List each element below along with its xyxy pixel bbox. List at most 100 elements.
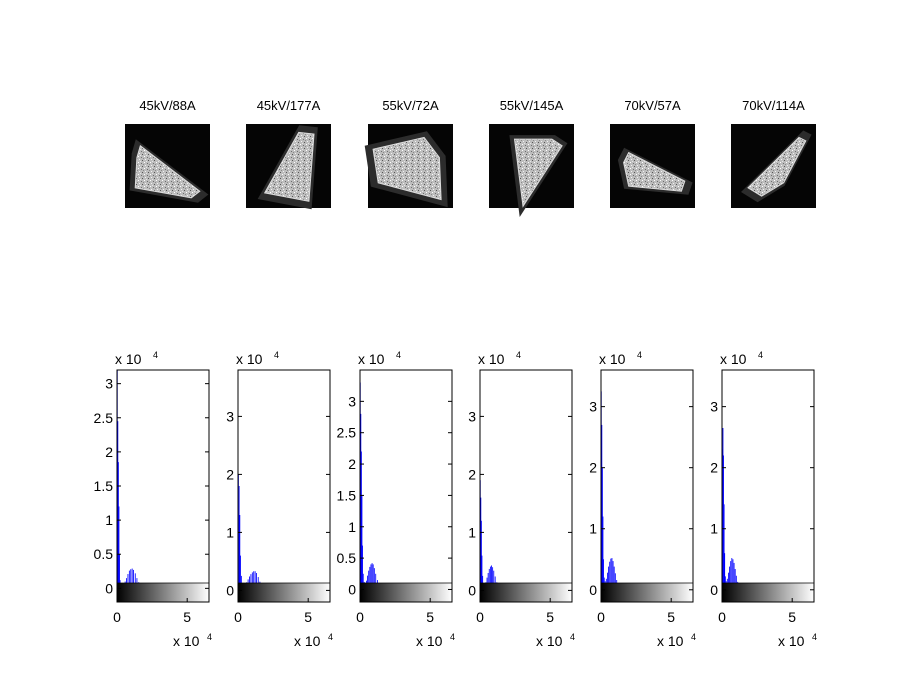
x-tick-label: 5 [788, 609, 796, 625]
grayscale-colorbar [722, 583, 814, 602]
histogram-bar [240, 555, 241, 591]
y-tick-label: 1 [589, 521, 597, 537]
image-panel-3: 55kV/72A [364, 98, 453, 208]
plot-area [722, 370, 814, 602]
image-sample [134, 144, 201, 199]
histogram-bar [614, 573, 616, 590]
histogram-bar [367, 575, 368, 590]
image-sample [747, 136, 807, 197]
y-tick-label: 0 [468, 582, 476, 598]
plot-area [117, 370, 209, 602]
histogram-bar [729, 566, 730, 590]
x-multiplier: x 10 [294, 633, 321, 649]
histogram-bar [368, 570, 370, 590]
histogram-bar [127, 574, 129, 589]
axes-frame [600, 369, 694, 603]
y-multiplier: x 10 [236, 351, 263, 367]
histogram-bar [612, 561, 614, 590]
x-tick-label: 5 [426, 609, 434, 625]
image-title: 45kV/177A [257, 98, 321, 113]
y-exponent: 4 [637, 350, 642, 360]
y-multiplier: x 10 [478, 351, 505, 367]
x-exponent: 4 [207, 632, 212, 642]
plot-area [601, 370, 693, 602]
histogram-bar [362, 545, 363, 590]
axes-frame [237, 369, 331, 603]
histogram-bar [361, 495, 363, 590]
histogram-bar [730, 561, 732, 590]
histogram-bar [724, 553, 726, 590]
x-tick-label: 0 [718, 609, 726, 625]
x-exponent: 4 [812, 632, 817, 642]
histogram-bar [371, 563, 373, 590]
image-sample [372, 136, 442, 201]
y-tick-label: 0 [226, 582, 234, 598]
histogram-bar [611, 558, 613, 590]
x-tick-label: 5 [546, 609, 554, 625]
y-exponent: 4 [758, 350, 763, 360]
x-multiplier: x 10 [778, 633, 805, 649]
histogram-bar [133, 569, 134, 589]
y-tick-label: 0.5 [337, 550, 357, 566]
histogram-bar [131, 568, 133, 589]
histogram-panel-2: 0 1 2 3 0 5 x 10 4 x 10 4 [226, 350, 333, 649]
y-multiplier: x 10 [115, 351, 142, 367]
histogram-bar [369, 566, 371, 590]
histogram-bar [608, 566, 609, 590]
x-exponent: 4 [450, 632, 455, 642]
grayscale-colorbar [601, 583, 693, 602]
x-tick-label: 5 [183, 609, 191, 625]
histogram-panel-4: 0 1 2 3 0 5 x 10 4 x 10 4 [468, 350, 575, 649]
image-panel-4: 55kV/145A [489, 98, 574, 217]
y-tick-label: 1 [226, 524, 234, 540]
histogram-bar [723, 504, 725, 590]
image-panel-6: 70kV/114A [731, 98, 816, 208]
x-tick-label: 0 [476, 609, 484, 625]
histogram-bar [251, 572, 253, 591]
histogram-bar [610, 558, 612, 590]
histogram-bar [481, 555, 483, 591]
histogram-bar [253, 571, 255, 591]
grayscale-colorbar [238, 583, 330, 602]
y-tick-label: 2 [105, 444, 113, 460]
y-tick-label: 3 [226, 408, 234, 424]
y-tick-label: 1 [105, 512, 113, 528]
histogram-bar [480, 497, 482, 591]
histogram-panel-5: 0 1 2 3 0 5 x 10 4 x 10 4 [589, 350, 696, 649]
histogram-bar [254, 571, 256, 591]
y-exponent: 4 [153, 350, 158, 360]
y-exponent: 4 [396, 350, 401, 360]
histogram-bar [601, 424, 603, 590]
x-exponent: 4 [691, 632, 696, 642]
x-tick-label: 0 [356, 609, 364, 625]
image-sample [513, 138, 563, 208]
image-title: 45kV/88A [139, 98, 196, 113]
y-tick-label: 0 [348, 581, 356, 597]
histogram-bar [489, 566, 491, 591]
histogram-bar [732, 559, 734, 590]
y-tick-label: 2 [589, 460, 597, 476]
y-tick-label: 2 [348, 456, 356, 472]
histogram-bar [130, 569, 132, 589]
y-tick-label: 2 [468, 466, 476, 482]
histogram-bar [493, 570, 495, 591]
image-sample [263, 131, 315, 202]
histograms-row: 0 0.5 1 1.5 2 2.5 3 0 5 x 10 4 x 10 4 0 1 2 3 0 5 x 10 4 x 10… [94, 350, 817, 649]
histogram-bar [722, 428, 724, 590]
image-panel-5: 70kV/57A [610, 98, 695, 208]
y-tick-label: 2.5 [337, 425, 357, 441]
histogram-panel-3: 0 0.5 1 1.5 2 2.5 3 0 5 x 10 4 x 10 4 [337, 350, 455, 649]
grayscale-colorbar [360, 583, 452, 602]
x-exponent: 4 [328, 632, 333, 642]
x-tick-label: 0 [597, 609, 605, 625]
histogram-bar [117, 462, 119, 589]
histogram-bar [491, 565, 492, 591]
y-tick-label: 3 [589, 399, 597, 415]
y-tick-label: 0 [710, 582, 718, 598]
y-tick-label: 0 [589, 582, 597, 598]
image-panel-1: 45kV/88A [125, 98, 210, 208]
histogram-bar [487, 573, 489, 591]
y-multiplier: x 10 [599, 351, 626, 367]
axes-frame [359, 369, 453, 603]
